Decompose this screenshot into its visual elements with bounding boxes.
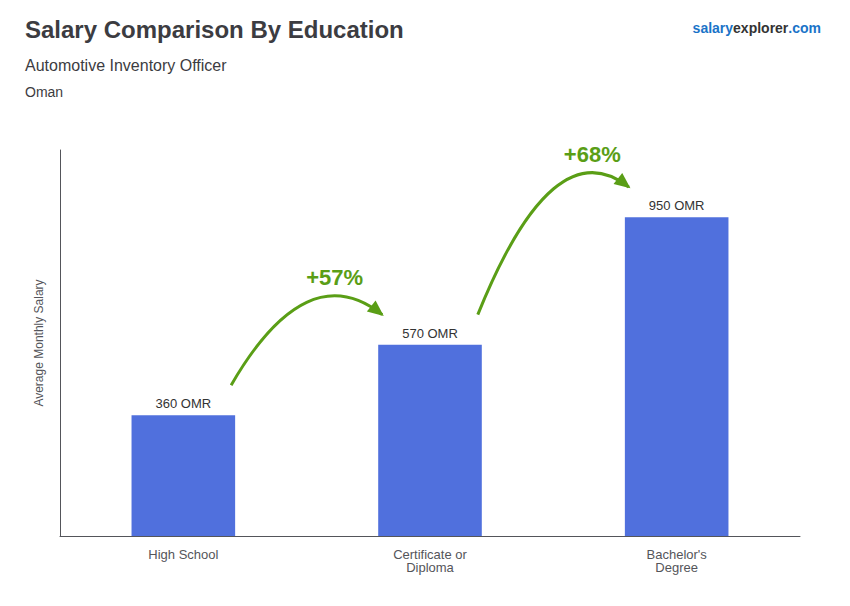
svg-text:Automotive Inventory Officer: Automotive Inventory Officer: [25, 57, 227, 74]
svg-text:Diploma: Diploma: [406, 560, 454, 575]
svg-text:+57%: +57%: [306, 265, 363, 290]
svg-text:High School: High School: [148, 547, 218, 562]
svg-text:Degree: Degree: [655, 560, 698, 575]
svg-text:Bachelor's: Bachelor's: [646, 547, 707, 562]
svg-text:+68%: +68%: [564, 142, 621, 167]
svg-text:Certificate or: Certificate or: [393, 547, 467, 562]
svg-text:salary: salary: [693, 20, 734, 36]
svg-text:570 OMR: 570 OMR: [402, 326, 458, 341]
svg-text:.com: .com: [788, 20, 821, 36]
svg-text:explorer: explorer: [733, 20, 789, 36]
svg-text:950 OMR: 950 OMR: [649, 198, 705, 213]
svg-text:Oman: Oman: [25, 84, 63, 100]
svg-text:Average Monthly Salary: Average Monthly Salary: [32, 279, 46, 406]
svg-text:Salary Comparison By Education: Salary Comparison By Education: [25, 16, 404, 43]
svg-text:360 OMR: 360 OMR: [156, 396, 212, 411]
